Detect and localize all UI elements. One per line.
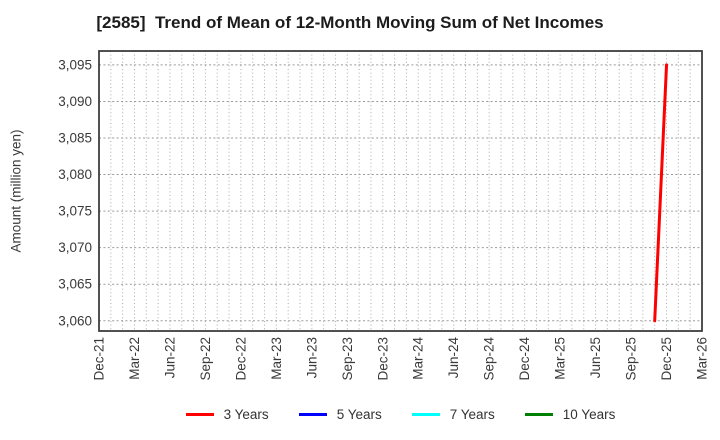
x-axis-tick-label: Jun-23: [304, 337, 319, 378]
y-axis-title: Amount (million yen): [9, 129, 24, 252]
y-axis-tick-label: 3,080: [58, 167, 92, 182]
legend-line-swatch-7-years: [411, 412, 440, 416]
plot-border: [98, 50, 703, 332]
x-axis-tick-label: Sep-24: [482, 337, 497, 381]
chart-title: [2585] Trend of Mean of 12-Month Moving …: [96, 13, 604, 32]
chart-legend: 3 Years 5 Years 7 Years 10 Years: [99, 403, 702, 425]
y-axis-tick-label: 3,065: [58, 277, 92, 292]
x-axis-tick-label: Sep-25: [624, 337, 639, 381]
x-axis-tick-label: Mar-26: [695, 337, 710, 380]
legend-item-10-years: 10 Years: [524, 406, 616, 422]
legend-line-swatch-10-years: [524, 412, 553, 416]
x-axis-tick-label: Jun-25: [588, 337, 603, 378]
legend-line-swatch-3-years: [185, 412, 214, 416]
x-axis-tick-label: Mar-22: [127, 337, 142, 380]
legend-item-5-years: 5 Years: [298, 406, 382, 422]
legend-label-10-years: 10 Years: [562, 406, 616, 422]
x-axis-tick-label: Sep-22: [198, 337, 213, 381]
x-axis-tick-label: Mar-24: [411, 337, 426, 380]
x-axis-tick-label: Sep-23: [340, 337, 355, 381]
legend-label-7-years: 7 Years: [449, 406, 495, 422]
legend-item-3-years: 3 Years: [185, 406, 269, 422]
y-axis-tick-label: 3,090: [58, 94, 92, 109]
legend-item-7-years: 7 Years: [411, 406, 495, 422]
x-axis-tick-label: Dec-22: [233, 337, 248, 381]
x-axis-tick-label: Dec-25: [659, 337, 674, 381]
x-axis-tick-label: Mar-25: [553, 337, 568, 380]
y-axis-tick-label: 3,070: [58, 240, 92, 255]
x-axis-tick-label: Jun-24: [446, 337, 461, 379]
x-axis-tick-label: Jun-22: [162, 337, 177, 378]
x-axis-tick-label: Dec-23: [375, 337, 390, 381]
y-axis-tick-label: 3,095: [58, 57, 92, 72]
y-axis-tick-label: 3,075: [58, 204, 92, 219]
x-axis-tick-label: Mar-23: [269, 337, 284, 380]
legend-label-5-years: 5 Years: [336, 406, 382, 422]
y-axis-tick-label: 3,060: [58, 313, 92, 328]
x-axis-tick-label: Dec-21: [92, 337, 107, 381]
x-axis-tick-label: Dec-24: [517, 337, 532, 381]
series-line-3-years: [653, 63, 669, 323]
legend-label-3-years: 3 Years: [223, 406, 269, 422]
y-axis-tick-label: 3,085: [58, 130, 92, 145]
legend-line-swatch-5-years: [298, 412, 327, 416]
